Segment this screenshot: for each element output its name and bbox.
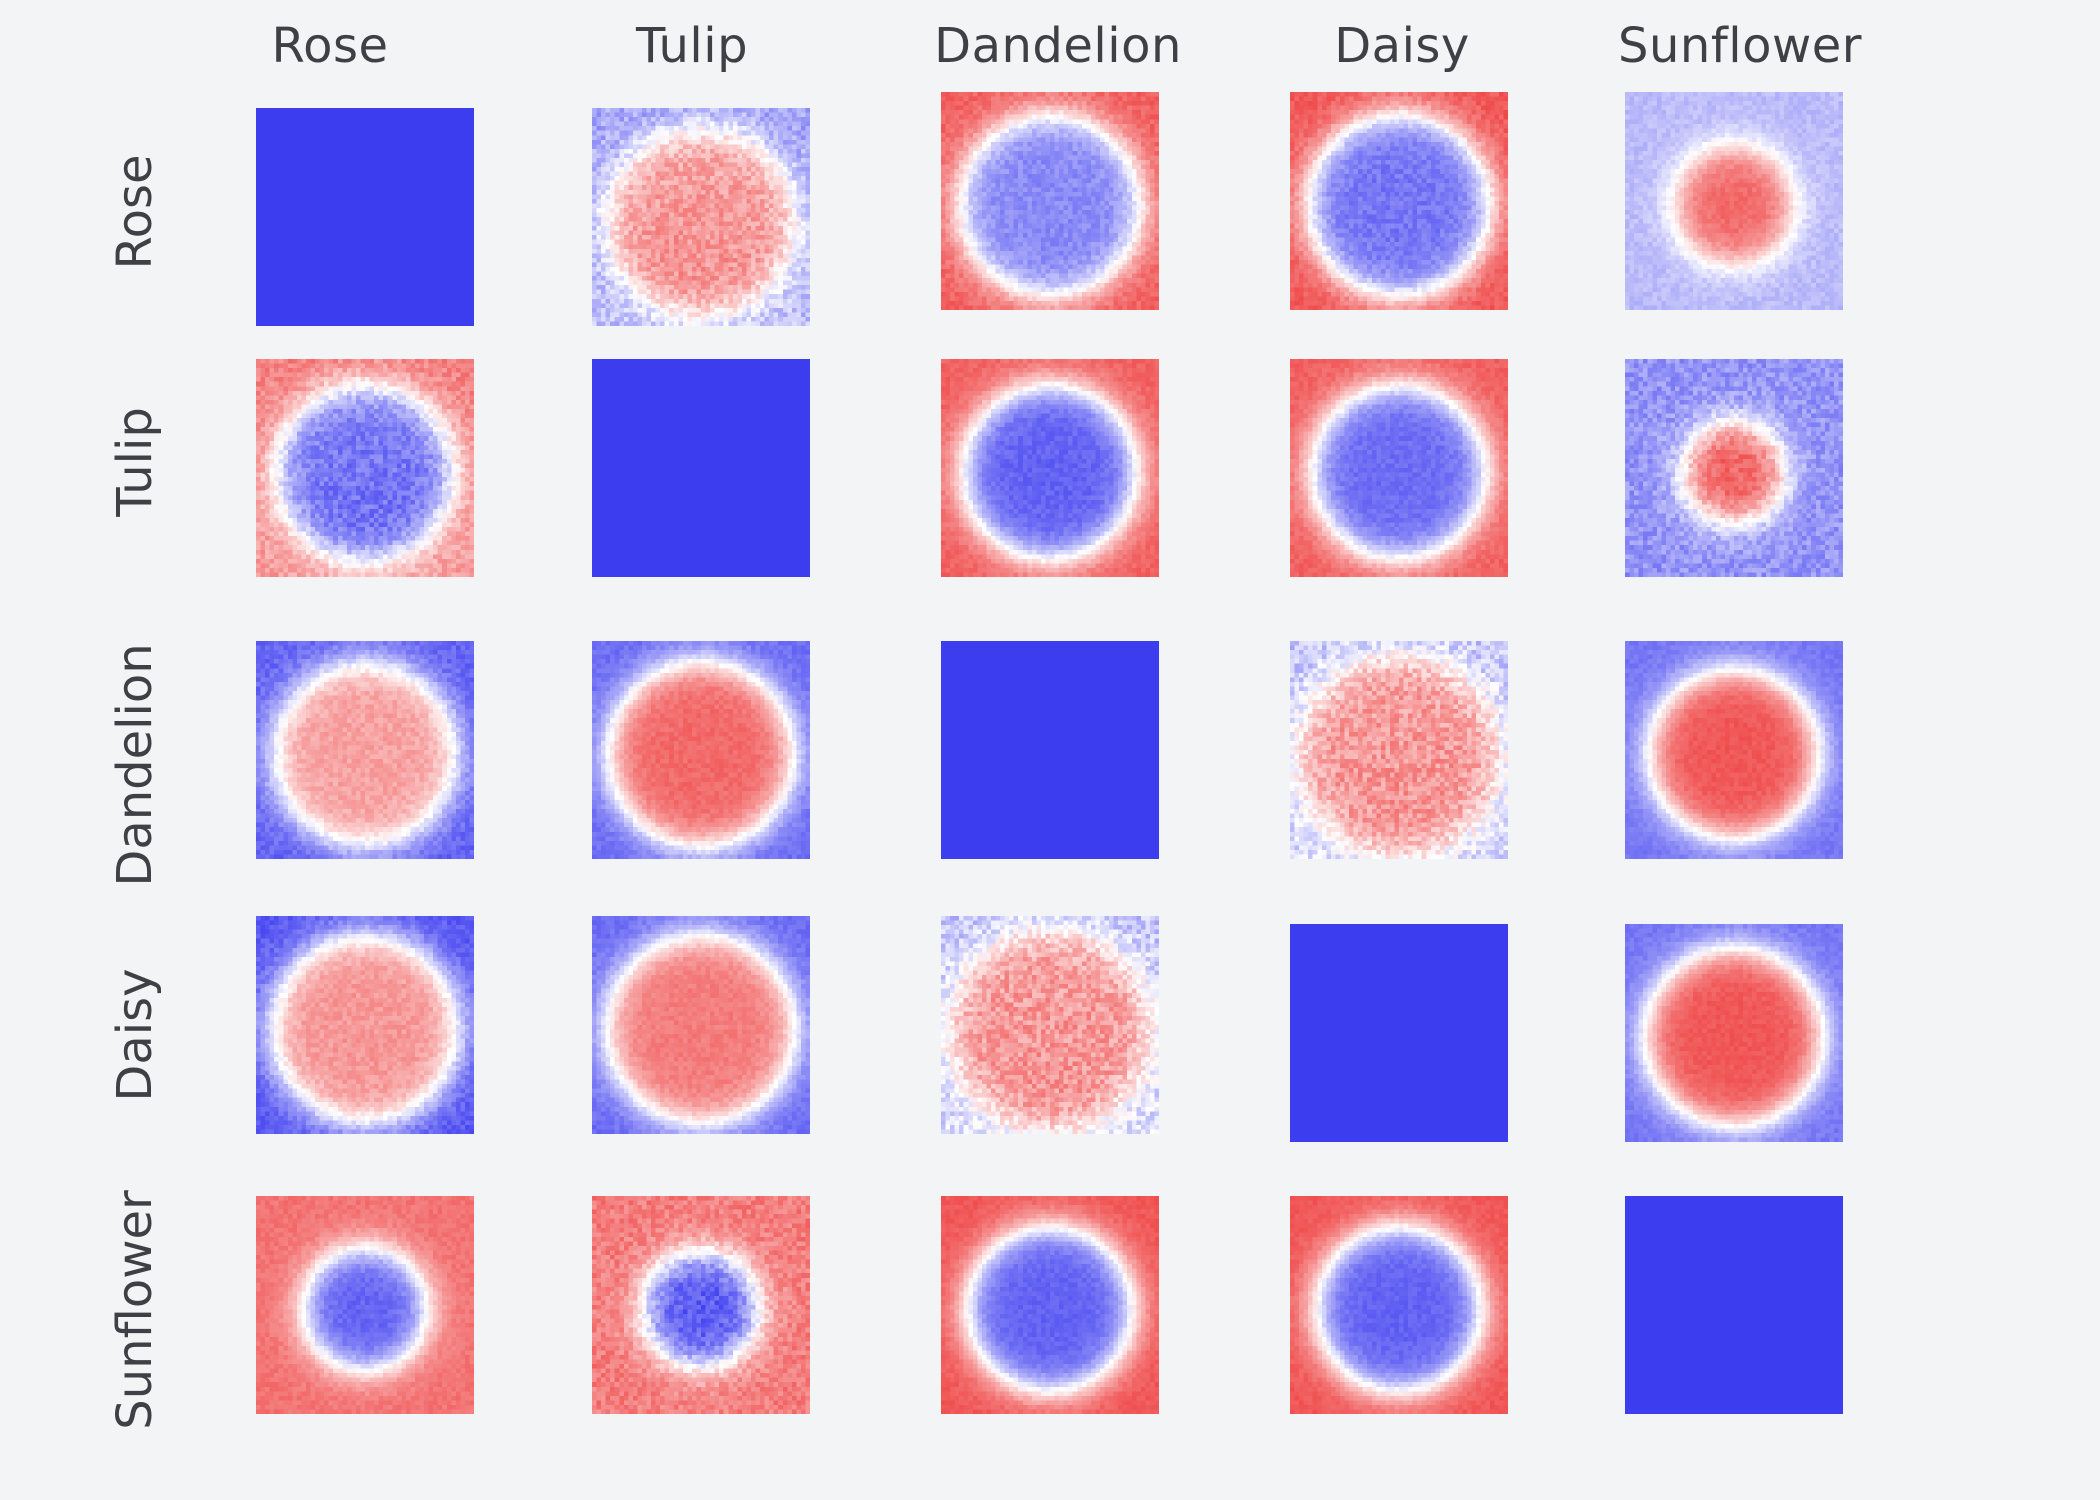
heatmap-cell-daisy-dandelion xyxy=(941,916,1159,1134)
heatmap-cell-daisy-daisy xyxy=(1290,924,1508,1142)
heatmap-cell-daisy-tulip xyxy=(592,916,810,1134)
heatmap-cell-dandelion-dandelion xyxy=(941,641,1159,859)
column-label-dandelion: Dandelion xyxy=(934,18,1182,74)
row-label-tulip: Tulip xyxy=(107,407,163,517)
heatmap-cell-rose-rose xyxy=(256,108,474,326)
row-label-rose: Rose xyxy=(107,154,163,270)
heatmap-cell-dandelion-sunflower xyxy=(1625,641,1843,859)
heatmap-cell-rose-tulip xyxy=(592,108,810,326)
heatmap-cell-dandelion-daisy xyxy=(1290,641,1508,859)
heatmap-cell-rose-dandelion xyxy=(941,92,1159,310)
row-label-daisy: Daisy xyxy=(107,968,163,1102)
heatmap-cell-sunflower-dandelion xyxy=(941,1196,1159,1414)
heatmap-cell-daisy-rose xyxy=(256,916,474,1134)
heatmap-cell-tulip-tulip xyxy=(592,359,810,577)
heatmap-cell-rose-sunflower xyxy=(1625,92,1843,310)
column-label-daisy: Daisy xyxy=(1334,18,1470,74)
heatmap-cell-sunflower-tulip xyxy=(592,1196,810,1414)
heatmap-cell-dandelion-tulip xyxy=(592,641,810,859)
heatmap-cell-tulip-sunflower xyxy=(1625,359,1843,577)
heatmap-cell-tulip-dandelion xyxy=(941,359,1159,577)
heatmap-cell-sunflower-rose xyxy=(256,1196,474,1414)
heatmap-cell-tulip-daisy xyxy=(1290,359,1508,577)
column-label-tulip: Tulip xyxy=(635,18,749,74)
heatmap-cell-rose-daisy xyxy=(1290,92,1508,310)
column-label-rose: Rose xyxy=(271,18,389,74)
heatmap-cell-tulip-rose xyxy=(256,359,474,577)
row-label-dandelion: Dandelion xyxy=(107,643,163,887)
row-label-sunflower: Sunflower xyxy=(107,1190,163,1430)
heatmap-cell-sunflower-sunflower xyxy=(1625,1196,1843,1414)
heatmap-cell-daisy-sunflower xyxy=(1625,924,1843,1142)
heatmap-cell-dandelion-rose xyxy=(256,641,474,859)
column-label-sunflower: Sunflower xyxy=(1618,18,1862,74)
heatmap-cell-sunflower-daisy xyxy=(1290,1196,1508,1414)
